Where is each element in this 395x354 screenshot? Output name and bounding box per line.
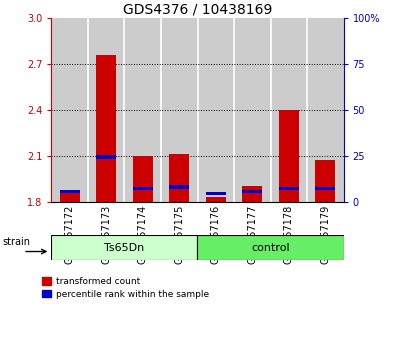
Bar: [51, 235, 198, 260]
Title: GDS4376 / 10438169: GDS4376 / 10438169: [123, 2, 272, 17]
Bar: [315, 187, 335, 190]
Bar: [169, 185, 189, 189]
Bar: [60, 191, 80, 202]
Text: strain: strain: [3, 237, 30, 247]
Bar: [124, 18, 161, 202]
Bar: [242, 190, 262, 193]
Bar: [96, 155, 116, 159]
Bar: [271, 18, 307, 202]
Bar: [133, 156, 153, 202]
Bar: [279, 110, 299, 202]
Bar: [279, 187, 299, 190]
Bar: [161, 18, 198, 202]
Bar: [307, 18, 344, 202]
Bar: [133, 187, 153, 190]
Bar: [234, 18, 271, 202]
Bar: [60, 190, 80, 193]
Text: Ts65Dn: Ts65Dn: [104, 243, 145, 253]
Text: control: control: [251, 243, 290, 253]
Bar: [315, 160, 335, 202]
Bar: [96, 55, 116, 202]
Bar: [198, 235, 344, 260]
Bar: [88, 18, 124, 202]
Bar: [198, 18, 234, 202]
Bar: [51, 18, 88, 202]
Legend: transformed count, percentile rank within the sample: transformed count, percentile rank withi…: [42, 277, 209, 299]
Bar: [206, 192, 226, 195]
Bar: [242, 187, 262, 202]
Bar: [169, 154, 189, 202]
Bar: [206, 197, 226, 202]
